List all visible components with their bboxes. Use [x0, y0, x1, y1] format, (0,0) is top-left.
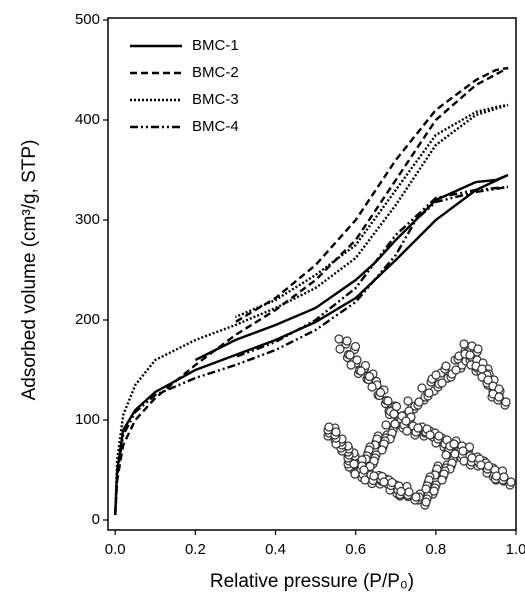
y-tick-label: 200 [75, 311, 100, 328]
atom [483, 375, 493, 385]
atom [383, 396, 393, 406]
legend-label: BMC-4 [192, 118, 239, 135]
atom [342, 336, 352, 346]
atom [359, 465, 369, 475]
series-line [114, 173, 509, 516]
atom [441, 361, 451, 371]
atom [367, 382, 377, 392]
y-tick-label: 100 [75, 411, 100, 428]
structure-inset [323, 334, 516, 510]
atom [501, 397, 511, 407]
atom [434, 431, 444, 441]
atom [334, 334, 344, 344]
legend-label: BMC-2 [192, 64, 239, 81]
atom [437, 475, 447, 485]
atom [458, 446, 468, 456]
atom [431, 370, 441, 380]
atom [403, 396, 413, 406]
atom [411, 492, 421, 502]
atom [350, 341, 361, 352]
y-tick-label: 0 [92, 511, 100, 528]
atom [377, 445, 387, 455]
atom [437, 378, 447, 388]
atom [413, 423, 423, 433]
legend-label: BMC-1 [192, 37, 239, 54]
atom [424, 388, 434, 398]
atom [356, 366, 366, 376]
x-tick-label: 0.4 [265, 541, 286, 558]
atom [421, 484, 431, 494]
atom [414, 397, 424, 407]
atom [346, 360, 356, 370]
atom [390, 419, 400, 429]
y-axis-label: Adsorbed volume (cm³/g, STP) [19, 140, 40, 401]
atom [345, 350, 355, 360]
atom [441, 450, 451, 460]
x-tick-label: 0.8 [425, 541, 446, 558]
x-tick-label: 0.6 [345, 541, 366, 558]
atom [381, 420, 391, 430]
atom [349, 459, 359, 469]
y-tick-label: 300 [75, 211, 100, 228]
y-tick-label: 500 [75, 11, 100, 28]
series-line [114, 66, 509, 516]
atom [402, 426, 412, 436]
atom [459, 339, 469, 349]
y-tick-label: 400 [75, 111, 100, 128]
atom [506, 477, 516, 487]
atom [464, 442, 475, 452]
atom [417, 383, 427, 393]
series-line [114, 103, 509, 516]
atom [324, 422, 334, 432]
atom [421, 497, 431, 507]
atom [364, 371, 375, 382]
atom [404, 487, 414, 497]
x-tick-label: 0.2 [185, 541, 206, 558]
atom [483, 461, 494, 471]
x-tick-label: 1.0 [506, 541, 525, 558]
atom [375, 387, 386, 398]
atom [499, 472, 509, 482]
atom [331, 427, 341, 437]
atom [352, 355, 362, 365]
plot-frame [107, 17, 517, 531]
atom [494, 392, 504, 402]
atom [389, 409, 399, 419]
atom [449, 439, 459, 449]
atom [387, 477, 397, 488]
atom [465, 350, 475, 360]
x-tick-label: 0.0 [105, 541, 126, 558]
legend-label: BMC-3 [192, 91, 239, 108]
atom [335, 344, 345, 354]
atom [401, 416, 411, 426]
atom [425, 430, 435, 440]
atom [473, 344, 483, 354]
x-axis-label: Relative pressure (P/P₀) [210, 571, 414, 592]
atom [451, 365, 461, 375]
